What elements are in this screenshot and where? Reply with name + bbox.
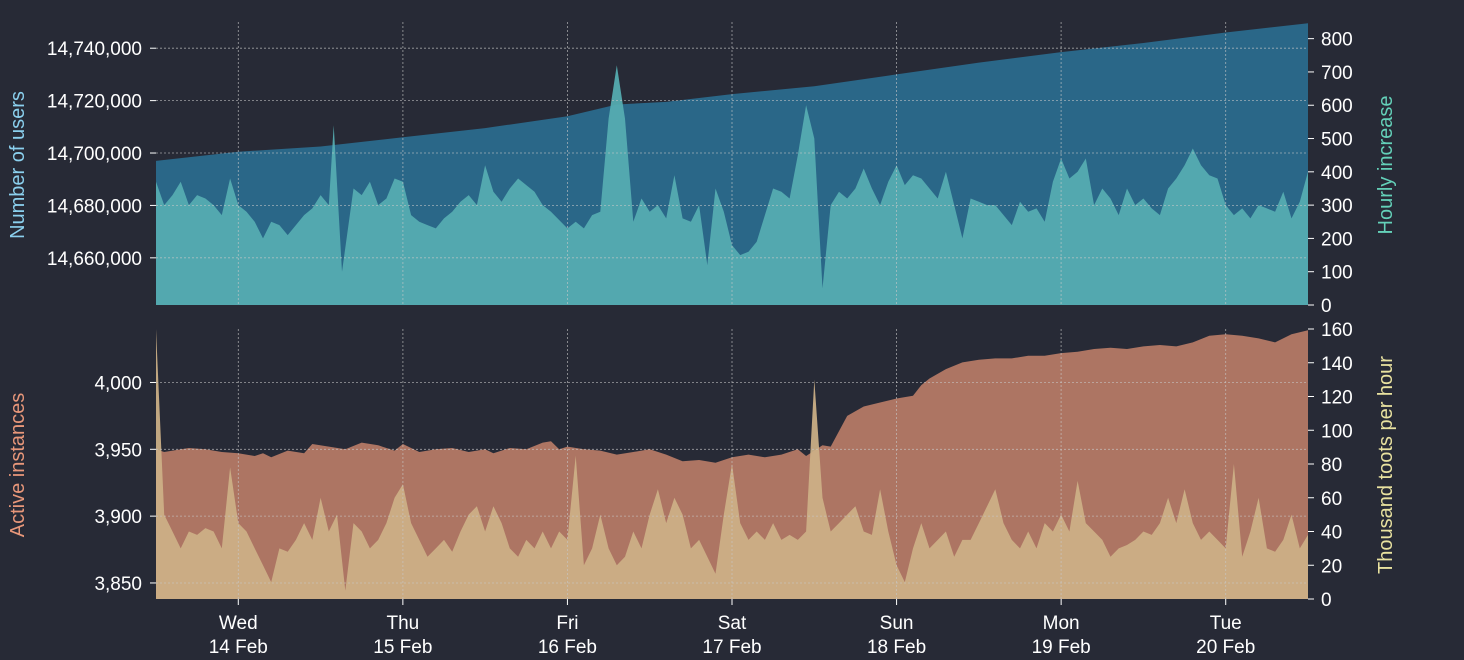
left-tick-label: 14,700,000 bbox=[47, 144, 142, 165]
left-tick-label: 3,850 bbox=[94, 574, 142, 595]
x-tick-date-thu: 15 Feb bbox=[373, 637, 432, 658]
right-tick-label: 400 bbox=[1321, 163, 1353, 184]
x-tick-day-mon: Mon bbox=[1043, 613, 1080, 634]
right-tick-label: 700 bbox=[1321, 63, 1353, 84]
left-tick-label: 14,720,000 bbox=[47, 92, 142, 113]
x-tick-date-sun: 18 Feb bbox=[867, 637, 926, 658]
right-tick-label: 600 bbox=[1321, 96, 1353, 117]
right-tick-label: 120 bbox=[1321, 388, 1353, 409]
x-tick-day-wed: Wed bbox=[219, 613, 258, 634]
left-tick-label: 3,900 bbox=[94, 507, 142, 528]
users-panel: 14,660,000 14,680,000 14,700,000 14,720,000… bbox=[7, 22, 1397, 317]
right-tick-label: 100 bbox=[1321, 263, 1353, 284]
right-tick-label: 0 bbox=[1321, 590, 1332, 611]
right-tick-label: 140 bbox=[1321, 354, 1353, 375]
x-tick-day-tue: Tue bbox=[1210, 613, 1242, 634]
x-tick-day-sat: Sat bbox=[718, 613, 747, 634]
left-axis-title: Number of users bbox=[7, 91, 29, 239]
left-tick-label: 4,000 bbox=[94, 373, 142, 394]
x-tick-day-thu: Thu bbox=[386, 613, 419, 634]
right-tick-label: 300 bbox=[1321, 196, 1353, 217]
x-tick-date-sat: 17 Feb bbox=[702, 637, 761, 658]
right-tick-label: 60 bbox=[1321, 489, 1342, 510]
area-thousand-toots-per-hour bbox=[156, 329, 1308, 599]
left-tick-label: 14,680,000 bbox=[47, 196, 142, 217]
right-axis-title: Hourly increase bbox=[1375, 96, 1397, 235]
x-tick-date-fri: 16 Feb bbox=[538, 637, 597, 658]
right-tick-label: 160 bbox=[1321, 320, 1353, 341]
x-tick-date-mon: 19 Feb bbox=[1032, 637, 1091, 658]
instances-panel: 3,850 3,900 3,950 4,000 0 20 40 60 80 100 120 140 16… bbox=[7, 320, 1397, 611]
right-tick-label: 0 bbox=[1321, 296, 1332, 317]
right-tick-label: 40 bbox=[1321, 523, 1342, 544]
area-hourly-increase bbox=[156, 65, 1308, 305]
left-tick-label: 3,950 bbox=[94, 440, 142, 461]
right-tick-label: 20 bbox=[1321, 556, 1342, 577]
left-tick-label: 14,740,000 bbox=[47, 39, 142, 60]
x-axis: Wed 14 Feb Thu 15 Feb Fri 16 Feb Sat 17 Feb Sun 1… bbox=[209, 599, 1255, 658]
right-tick-label: 100 bbox=[1321, 421, 1353, 442]
x-tick-date-wed: 14 Feb bbox=[209, 637, 268, 658]
right-tick-label: 200 bbox=[1321, 229, 1353, 250]
right-tick-label: 800 bbox=[1321, 30, 1353, 51]
right-tick-label: 80 bbox=[1321, 455, 1342, 476]
x-tick-date-tue: 20 Feb bbox=[1196, 637, 1255, 658]
left-axis-title: Active instances bbox=[7, 393, 29, 538]
right-tick-label: 500 bbox=[1321, 130, 1353, 151]
x-tick-day-sun: Sun bbox=[880, 613, 914, 634]
x-tick-day-fri: Fri bbox=[556, 613, 578, 634]
left-tick-label: 14,660,000 bbox=[47, 249, 142, 270]
right-axis-title: Thousand toots per hour bbox=[1375, 356, 1397, 574]
